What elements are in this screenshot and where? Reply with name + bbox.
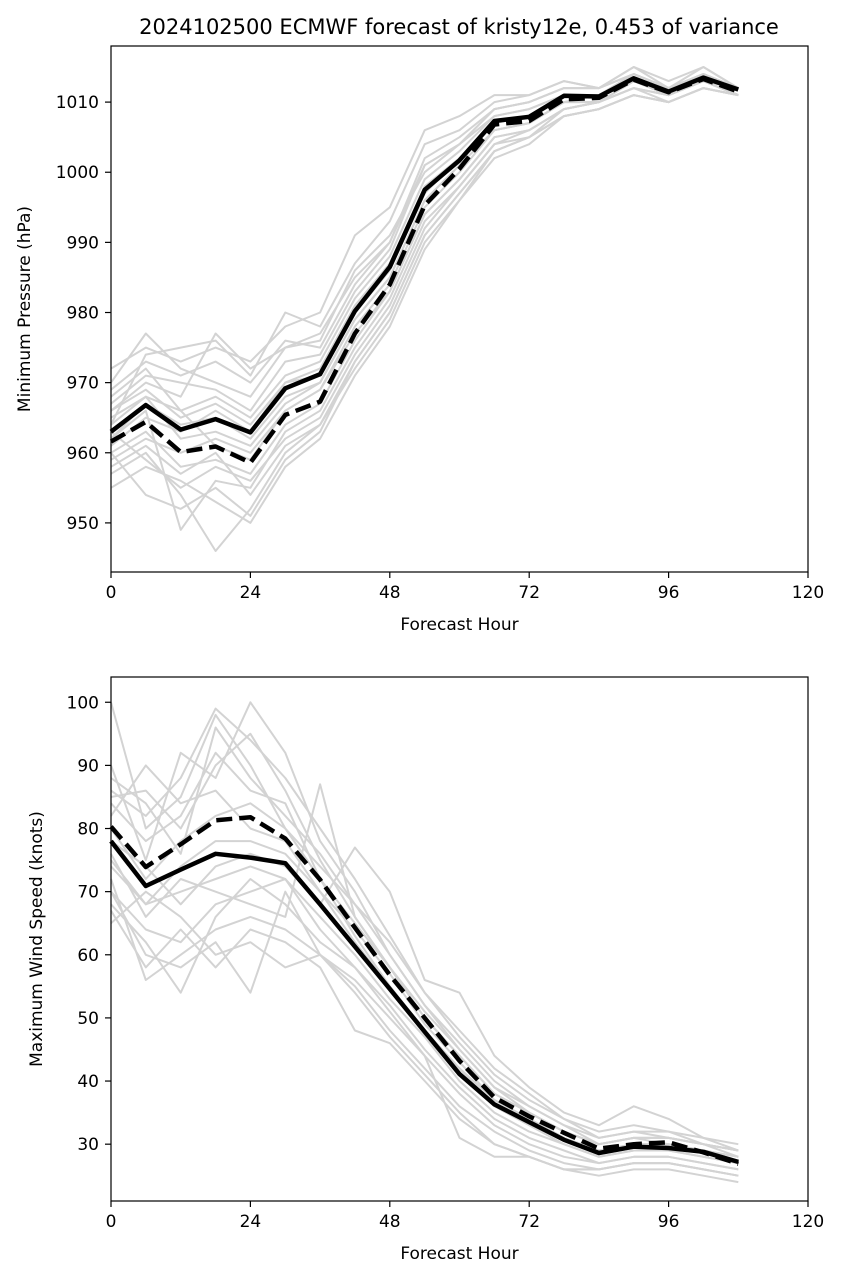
wind-x-tick-label: 24 bbox=[240, 1212, 262, 1232]
pressure-y-tick-label: 990 bbox=[67, 233, 99, 253]
pressure-axis-ticks: 0 24 48 72 96 120 950 960 970 980 990 1000 1010 bbox=[56, 93, 824, 603]
pressure-plot-frame bbox=[110, 45, 809, 573]
wind-dashed-line bbox=[109, 814, 739, 1166]
pressure-dashed-line bbox=[109, 76, 740, 465]
pressure-x-tick-label: 48 bbox=[379, 583, 401, 603]
wind-x-axis-label: Forecast Hour bbox=[400, 1244, 518, 1264]
pressure-y-tick-label: 970 bbox=[67, 374, 99, 394]
pressure-y-tick-label: 960 bbox=[67, 444, 99, 464]
pressure-x-axis-label: Forecast Hour bbox=[400, 615, 518, 635]
wind-y-tick-label: 40 bbox=[77, 1072, 99, 1092]
pressure-y-tick-label: 1000 bbox=[56, 163, 99, 183]
pressure-ensemble-line-16 bbox=[110, 87, 739, 517]
pressure-x-tick-label: 24 bbox=[240, 583, 262, 603]
wind-y-tick-label: 70 bbox=[77, 883, 99, 903]
wind-y-tick-label: 30 bbox=[77, 1135, 99, 1155]
pressure-x-tick-label: 96 bbox=[658, 583, 680, 603]
pressure-x-tick-label: 72 bbox=[518, 583, 540, 603]
pressure-y-tick-label: 980 bbox=[67, 304, 99, 324]
wind-y-tick-label: 50 bbox=[77, 1009, 99, 1029]
pressure-x-tick-label: 120 bbox=[792, 583, 824, 603]
wind-x-tick-label: 48 bbox=[379, 1212, 401, 1232]
wind-y-tick-label: 80 bbox=[77, 820, 99, 840]
wind-x-tick-label: 120 bbox=[792, 1212, 824, 1232]
pressure-panel: 0 24 48 72 96 120 950 960 970 980 990 1000 1010 Fore… bbox=[15, 45, 824, 635]
chart-title: 2024102500 ECMWF forecast of kristy12e, … bbox=[139, 15, 779, 39]
pressure-plot-area bbox=[109, 66, 740, 552]
wind-axis-ticks: 0 24 48 72 96 120 30 40 50 60 70 80 90 100 bbox=[67, 693, 825, 1232]
pressure-ensemble-line-17 bbox=[110, 73, 739, 391]
pressure-x-tick-label: 0 bbox=[106, 583, 117, 603]
wind-y-tick-label: 90 bbox=[77, 756, 99, 776]
wind-plot-frame bbox=[110, 676, 809, 1202]
wind-ensemble-line-16 bbox=[110, 910, 739, 1177]
pressure-y-tick-label: 950 bbox=[67, 514, 99, 534]
wind-panel: 0 24 48 72 96 120 30 40 50 60 70 80 90 100 Forecast H… bbox=[27, 676, 825, 1264]
wind-ensemble-line-12 bbox=[110, 840, 739, 1152]
wind-plot-area bbox=[109, 701, 739, 1184]
pressure-ensemble-line-13 bbox=[110, 66, 739, 370]
pressure-y-axis-label: Minimum Pressure (hPa) bbox=[15, 206, 35, 412]
wind-y-tick-label: 60 bbox=[77, 946, 99, 966]
wind-ensemble-line-9 bbox=[110, 890, 739, 1184]
wind-x-tick-label: 96 bbox=[658, 1212, 680, 1232]
wind-y-axis-label: Maximum Wind Speed (knots) bbox=[27, 811, 47, 1067]
wind-solid-line bbox=[109, 839, 739, 1165]
wind-ensemble-line-17 bbox=[110, 707, 739, 1152]
pressure-y-tick-label: 1010 bbox=[56, 93, 99, 113]
wind-x-tick-label: 0 bbox=[106, 1212, 117, 1232]
wind-y-tick-label: 100 bbox=[67, 693, 99, 713]
wind-x-tick-label: 72 bbox=[518, 1212, 540, 1232]
